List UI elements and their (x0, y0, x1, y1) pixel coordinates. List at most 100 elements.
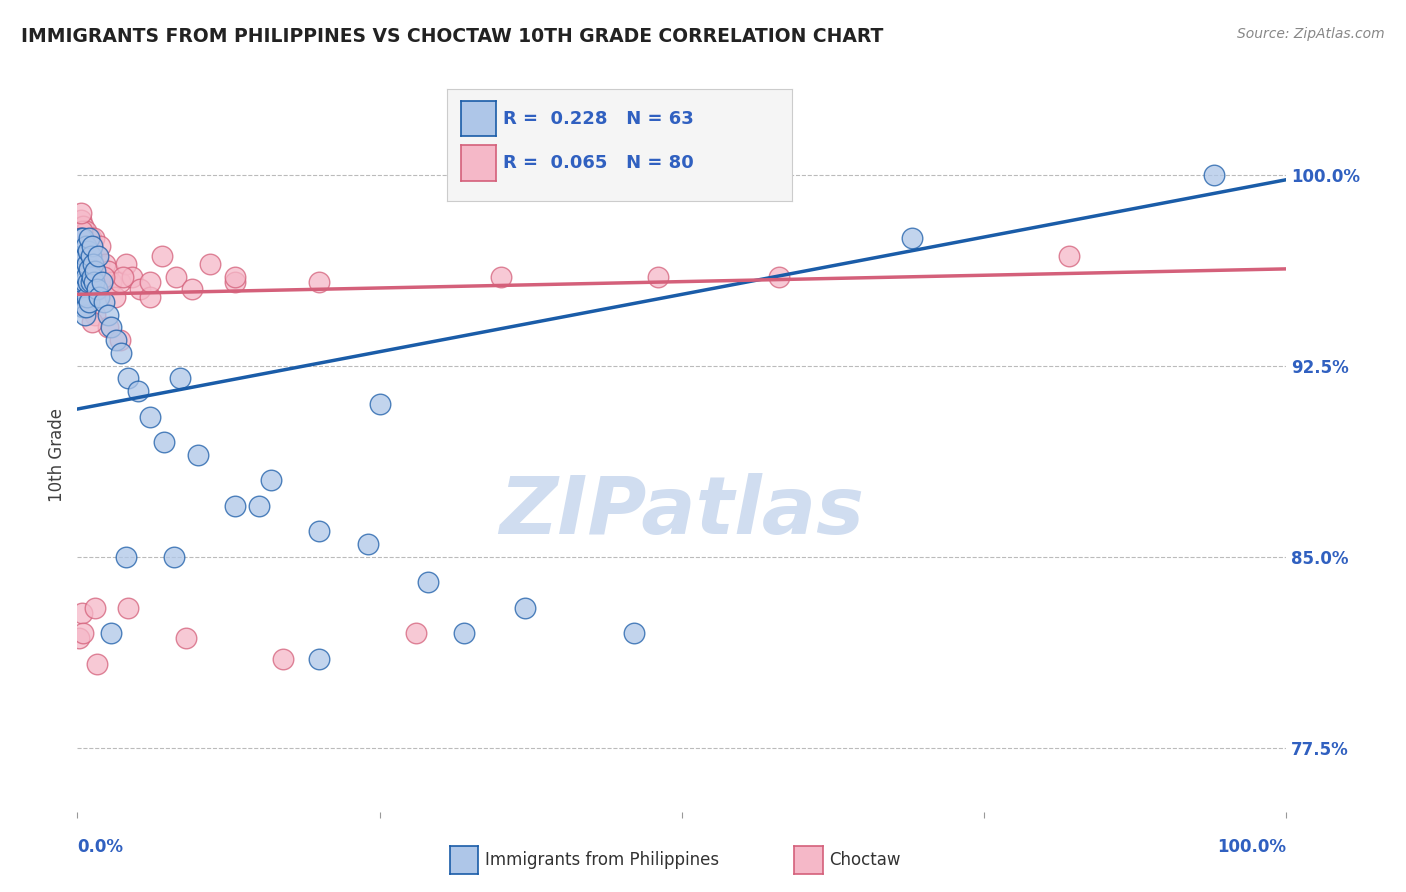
Point (100, 275, 122, 289)
Point (76, 239, 98, 253)
Point (224, 499, 246, 513)
Point (153, 435, 176, 450)
Point (181, 282, 204, 296)
Point (72, 626, 94, 640)
Point (72, 300, 94, 314)
Point (70, 264, 93, 278)
Point (112, 269, 135, 284)
Point (72, 264, 94, 278)
Point (75, 224, 97, 238)
Point (163, 549, 186, 564)
Point (79, 269, 101, 284)
Point (121, 269, 143, 284)
Point (77, 264, 100, 278)
Point (87, 257, 110, 271)
Point (139, 409, 162, 424)
Point (69, 282, 91, 296)
Point (67, 224, 90, 238)
Point (76, 257, 98, 271)
Point (77, 231, 100, 245)
Point (260, 474, 283, 488)
Point (94, 257, 117, 271)
Point (75, 269, 97, 284)
Point (79, 231, 101, 245)
Point (70, 244, 93, 258)
Point (69, 269, 91, 284)
Point (224, 275, 246, 289)
Point (114, 257, 136, 271)
Point (80, 275, 103, 289)
Point (368, 397, 391, 411)
Point (67, 269, 90, 284)
Point (75, 239, 97, 253)
Point (76, 275, 98, 289)
Point (70, 606, 93, 620)
Point (83, 231, 105, 245)
Point (87, 282, 110, 296)
Point (139, 275, 162, 289)
Point (623, 626, 645, 640)
Point (67, 632, 90, 646)
Point (1202, 168, 1225, 182)
Point (70, 231, 93, 245)
Point (117, 371, 139, 385)
Point (82, 257, 104, 271)
Text: R =  0.228   N = 63: R = 0.228 N = 63 (503, 110, 695, 128)
Point (86, 282, 108, 296)
Point (114, 549, 136, 564)
Point (416, 575, 439, 590)
Y-axis label: 10th Grade: 10th Grade (48, 408, 66, 502)
Point (84, 264, 107, 278)
Point (79, 275, 101, 289)
Text: 100.0%: 100.0% (1218, 838, 1286, 855)
Text: 0.0%: 0.0% (77, 838, 124, 855)
Point (86, 657, 108, 671)
Point (1057, 249, 1080, 263)
Point (169, 371, 191, 385)
Point (79, 244, 101, 258)
Point (91, 275, 114, 289)
Point (80, 239, 103, 253)
Point (70, 206, 93, 220)
Point (80, 315, 103, 329)
Point (87, 290, 110, 304)
Point (96, 264, 120, 278)
Point (83, 275, 105, 289)
Point (72, 282, 94, 296)
Point (96, 308, 120, 322)
Point (70, 213, 93, 227)
Point (76, 295, 98, 310)
Point (69, 231, 91, 245)
Point (73, 249, 96, 263)
Point (69, 231, 91, 245)
Text: Source: ZipAtlas.com: Source: ZipAtlas.com (1237, 27, 1385, 41)
Point (247, 499, 270, 513)
Point (70, 257, 93, 271)
Point (96, 320, 120, 334)
Text: Choctaw: Choctaw (830, 851, 901, 869)
Point (513, 600, 536, 615)
Point (70, 290, 93, 304)
Point (187, 448, 209, 462)
Point (73, 275, 96, 289)
Point (72, 231, 94, 245)
Point (104, 290, 127, 304)
Point (70, 275, 93, 289)
Point (93, 295, 115, 310)
Point (79, 264, 101, 278)
Text: ZIPatlas: ZIPatlas (499, 473, 865, 551)
Point (100, 626, 122, 640)
Point (139, 290, 162, 304)
Point (70, 282, 93, 296)
Point (174, 632, 197, 646)
Point (80, 269, 103, 284)
Point (110, 346, 132, 360)
Point (77, 249, 100, 263)
Point (308, 524, 330, 539)
Point (100, 320, 122, 334)
Point (79, 231, 101, 245)
Point (77, 244, 100, 258)
Point (308, 652, 330, 666)
Point (90, 275, 112, 289)
Point (75, 239, 97, 253)
